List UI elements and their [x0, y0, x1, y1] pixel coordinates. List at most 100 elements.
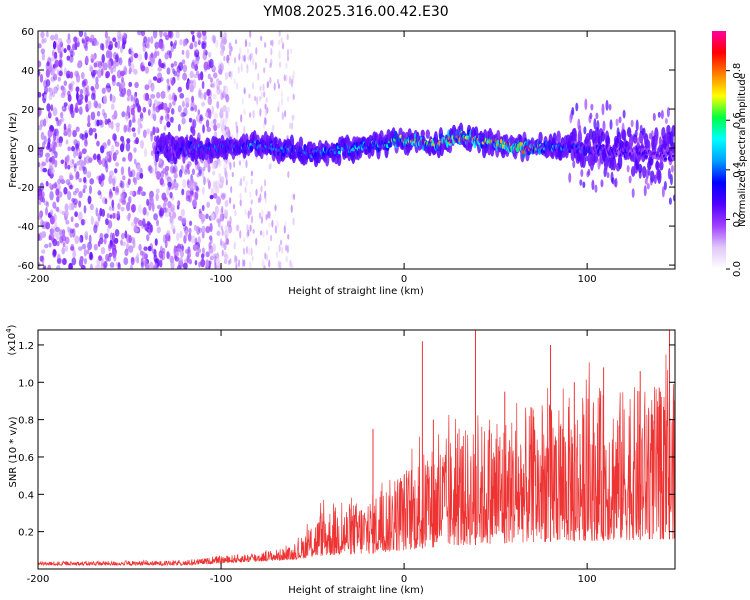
snr-panel: -200 -100 0 100 0.2 0.4 0.6 0.8 1.0 1.2 Height of… [5, 324, 676, 596]
noise-blob [225, 235, 228, 242]
noise-blob [167, 181, 172, 188]
noise-blob [48, 147, 52, 153]
noise-blob [189, 84, 194, 93]
noise-blob [65, 155, 70, 165]
noise-blob [67, 33, 71, 40]
noise-blob [40, 219, 44, 228]
noise-blob [166, 78, 170, 84]
noise-blob [201, 31, 207, 36]
noise-blob [246, 65, 249, 74]
noise-blob [106, 213, 110, 219]
noise-blob [79, 88, 84, 95]
noise-blob [152, 76, 158, 81]
noise-blob [191, 168, 195, 176]
noise-blob [189, 190, 194, 196]
ridge-blob [583, 126, 587, 135]
noise-blob [292, 70, 296, 79]
snr-xtick-label: 0 [401, 574, 407, 585]
noise-blob [50, 104, 54, 112]
noise-blob [76, 99, 82, 106]
noise-blob [83, 184, 87, 190]
noise-blob [84, 130, 88, 140]
noise-blob [220, 238, 223, 246]
noise-blob [158, 58, 162, 68]
noise-blob [244, 186, 247, 194]
noise-blob [177, 247, 182, 253]
noise-blob [249, 207, 252, 216]
noise-blob [75, 150, 79, 157]
noise-blob [55, 116, 58, 122]
ridge-blob [670, 164, 674, 173]
noise-blob [40, 31, 45, 39]
noise-blob [86, 91, 90, 97]
noise-blob [156, 170, 161, 180]
noise-blob [61, 229, 66, 237]
colorbar-tick-label: 0.4 [732, 162, 743, 178]
noise-blob [268, 222, 271, 228]
noise-blob [284, 220, 287, 227]
noise-blob [75, 143, 80, 150]
noise-blob [222, 213, 225, 220]
noise-blob [106, 151, 110, 160]
noise-blob [63, 80, 68, 86]
noise-blob [184, 249, 190, 254]
noise-blob [81, 218, 85, 226]
noise-blob [80, 218, 86, 226]
noise-blob [147, 36, 151, 44]
noise-blob [258, 212, 262, 220]
noise-blob [144, 261, 150, 269]
noise-blob [156, 219, 159, 227]
noise-blob [255, 47, 258, 55]
noise-blob [61, 257, 67, 266]
noise-blob [151, 56, 155, 64]
noise-blob [211, 34, 216, 43]
noise-blob [238, 160, 242, 166]
spectrogram-ytick-label: -20 [18, 183, 34, 194]
noise-blob [202, 186, 205, 195]
noise-blob [105, 253, 110, 262]
noise-blob [196, 31, 202, 39]
noise-blob [278, 61, 282, 68]
spectrogram-ytick-label: 60 [21, 27, 34, 38]
snr-ytick-label: 0.4 [18, 490, 34, 501]
noise-blob [247, 55, 250, 61]
noise-blob [134, 256, 140, 263]
noise-blob [116, 81, 121, 87]
noise-blob [168, 85, 171, 91]
noise-blob [74, 211, 78, 218]
noise-blob [98, 175, 102, 185]
noise-blob [181, 245, 185, 252]
noise-blob [156, 128, 160, 134]
noise-blob [263, 179, 267, 187]
noise-blob [90, 216, 94, 225]
noise-blob [79, 133, 84, 139]
noise-blob [229, 215, 232, 225]
noise-blob [75, 126, 80, 132]
noise-blob [128, 196, 132, 204]
noise-blob [230, 70, 233, 78]
noise-blob [56, 258, 62, 265]
noise-blob [210, 188, 215, 194]
noise-blob [174, 181, 178, 187]
noise-blob [176, 204, 180, 210]
noise-blob [140, 257, 144, 267]
noise-blob [246, 48, 250, 55]
ridge-blob [617, 154, 623, 170]
noise-blob [224, 229, 229, 239]
noise-blob [89, 178, 95, 185]
ridge-blob [249, 144, 254, 152]
noise-blob [158, 103, 164, 110]
noise-blob [278, 50, 281, 60]
noise-blob [169, 116, 174, 123]
noise-blob [262, 230, 265, 239]
noise-blob [270, 58, 273, 66]
noise-blob [45, 152, 51, 158]
noise-blob [83, 248, 87, 257]
noise-blob [159, 259, 163, 268]
noise-blob [110, 66, 114, 74]
noise-blob [63, 48, 67, 54]
noise-blob [207, 73, 211, 80]
noise-blob [101, 157, 106, 168]
noise-blob [290, 48, 293, 54]
noise-blob [153, 51, 158, 59]
